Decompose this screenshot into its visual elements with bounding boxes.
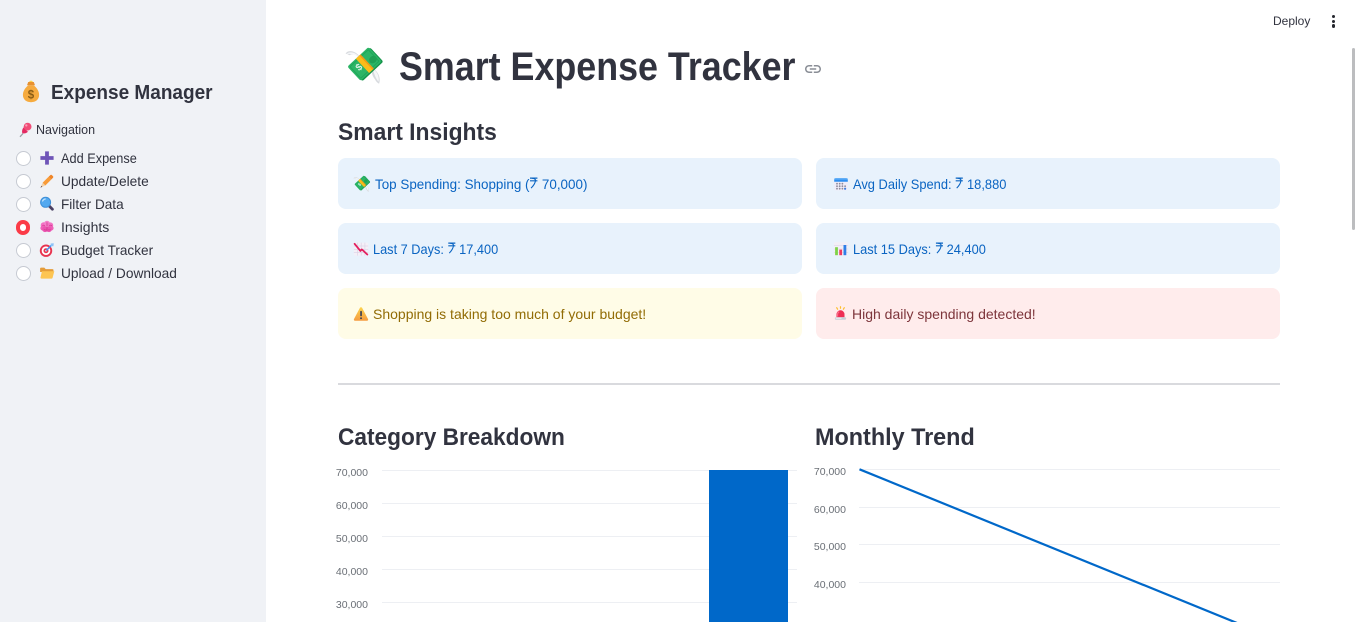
svg-text:$: $ xyxy=(28,89,35,101)
